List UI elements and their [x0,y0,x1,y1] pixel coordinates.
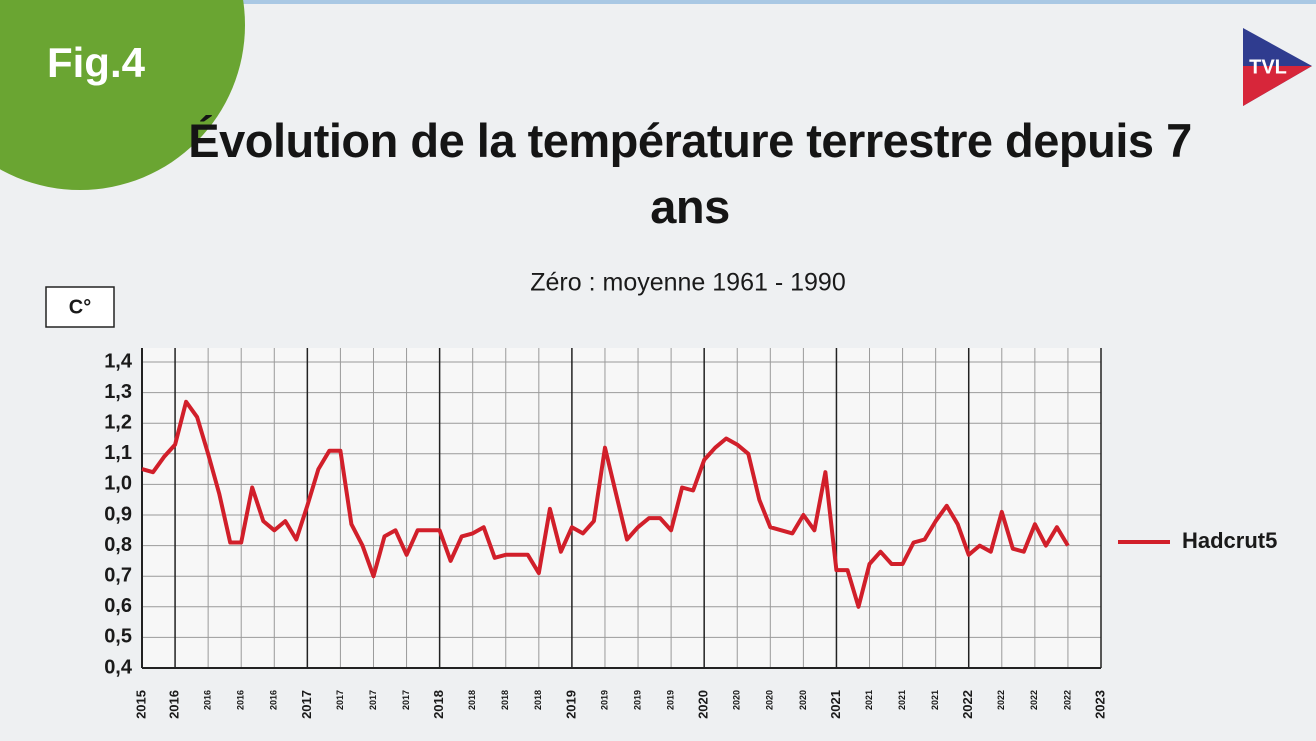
x-tick-label: 2016 [269,690,279,710]
y-tick-label: 0,4 [104,656,133,678]
x-tick-label: 2016 [203,690,213,710]
x-tick-label: 2017 [335,690,345,710]
y-tick-label: 1,1 [104,442,132,464]
x-tick-label: 2020 [798,690,808,710]
x-tick-label: 2020 [696,690,711,719]
x-tick-label: 2019 [632,690,642,710]
x-tick-label: 2022 [960,690,975,719]
x-tick-label: 2016 [167,690,182,719]
x-tick-label: 2022 [1062,690,1072,710]
x-tick-label: 2015 [133,690,148,719]
x-tick-label: 2018 [467,690,477,710]
y-tick-label: 0,7 [104,564,132,586]
x-tick-label: 2017 [401,690,411,710]
y-tick-label: 0,9 [104,503,132,525]
y-tick-label: 1,0 [104,473,132,495]
x-tick-label: 2018 [431,690,446,719]
x-tick-label: 2018 [500,690,510,710]
x-tick-label: 2022 [1029,690,1039,710]
logo-shape-lower [1243,66,1312,106]
data-line [141,399,1070,609]
x-tick-label: 2021 [930,690,940,710]
logo: TVL [1249,56,1287,78]
badge: Fig.4 [47,39,146,86]
x-tick-label: 2018 [533,690,543,710]
x-tick-label: 2019 [599,690,609,710]
x-tick-label: 2021 [828,690,843,719]
x-tick-label: 2019 [563,690,578,719]
x-tick-label: 2021 [864,690,874,710]
x-tick-label: 2020 [732,690,742,710]
x-tick-label: 2016 [236,690,246,710]
x-tick-label: 2020 [765,690,775,710]
x-tick-label: 2019 [665,690,675,710]
y-tick-label: 1,3 [104,381,132,403]
badge-circle [0,0,245,190]
x-tick-label: 2023 [1092,690,1107,719]
x-tick-label: 2017 [299,690,314,719]
chart-title: Évolution de la température terrestre de… [188,114,1192,233]
y-tick-label: 1,2 [104,411,132,433]
subtitle: Zéro : moyenne 1961 - 1990 [530,269,845,297]
y-axis-label: C° [69,296,91,318]
x-tick-label: 2022 [996,690,1006,710]
top-strip [0,0,1316,4]
y-tick-label: 0,8 [104,534,132,556]
x-tick-label: 2021 [897,690,907,710]
y-tick-label: 0,5 [104,626,132,648]
y-tick-label: 1,4 [104,350,133,372]
legend-label: Hadcrut5 [1182,528,1277,553]
unit-box [45,286,115,328]
y-tick-label: 0,6 [104,595,132,617]
x-tick-label: 2017 [368,690,378,710]
